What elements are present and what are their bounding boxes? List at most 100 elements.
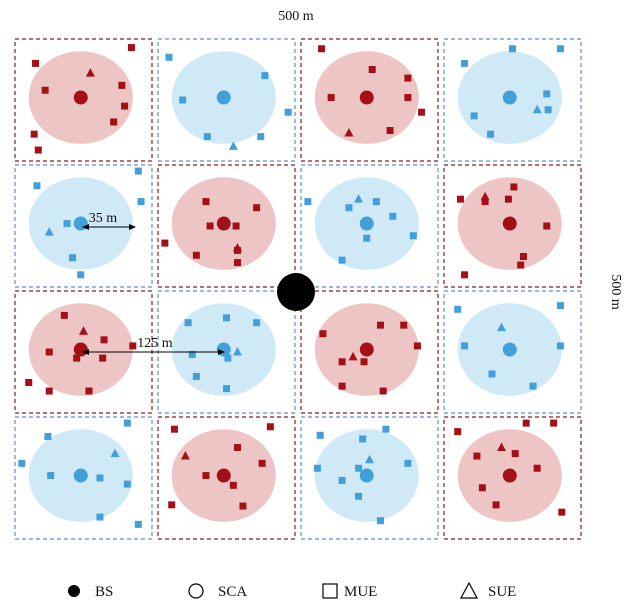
mue-marker [360,358,368,366]
mue-marker [99,354,107,362]
distance-label: 125 m [137,336,173,351]
cell-boundary [300,416,439,540]
legend-item-sue: SUE [460,581,516,600]
mue-marker [33,182,41,190]
sue-marker [228,141,238,150]
mue-marker [30,130,38,138]
mue-marker [232,222,240,230]
mue-marker [41,86,49,94]
small-cell-1 [14,38,153,162]
mue-marker [203,133,211,141]
legend-label-bs: BS [95,584,113,600]
mue-marker [25,379,33,386]
mue-marker [318,45,326,53]
mue-marker [379,387,387,395]
legend-item-mue: MUE [322,583,377,600]
small-cell-12 [443,290,582,414]
mue-marker [134,167,142,175]
mue-marker [327,94,335,102]
small-cell-bs [502,216,517,231]
mue-marker [481,198,489,206]
small-cell-bs [359,468,374,483]
mue-marker [18,459,26,467]
sue-marker [85,68,95,77]
mue-marker [60,311,68,319]
mue-marker [188,350,196,358]
small-cell-bs [216,468,231,483]
mue-marker [376,517,384,525]
mue-marker [110,118,118,126]
small-cell-bs [73,468,88,483]
mue-marker [184,319,192,327]
small-cell-15 [300,416,439,540]
central-macro-bs [277,273,315,311]
mue-marker [123,419,131,427]
legend-item-bs: BS [68,584,113,600]
mue-marker [517,261,525,269]
cell-boundary [157,416,296,540]
sca-icon [188,583,204,599]
mue-marker [165,53,173,61]
sue-marker [110,448,120,458]
small-cell-bs [502,342,517,357]
distance-annotation: 125 m [82,336,225,355]
mue-marker [266,423,274,431]
sue-marker [354,194,364,203]
mue-marker [543,222,551,230]
small-cell-11 [300,290,439,414]
small-cell-bs [216,90,231,105]
mue-icon [322,583,338,599]
sue-marker [232,347,242,356]
mue-marker [359,435,367,443]
mue-marker [239,502,247,510]
sue-marker [79,326,88,335]
small-cell-bs [73,342,88,357]
mue-marker [192,251,200,259]
mue-marker [192,372,200,380]
mue-marker [543,90,551,98]
small-cell-bs [359,90,374,105]
mue-marker [355,464,363,472]
mue-marker [487,130,495,138]
legend-label-sue: SUE [488,584,516,600]
legend-item-sca: SCA [188,583,247,600]
small-cell-13 [14,416,153,540]
small-cell-2 [157,38,296,162]
cell-boundary [14,164,153,288]
mue-marker [47,472,55,480]
legend-label-sca: SCA [218,584,247,600]
mue-marker [304,198,312,206]
mue-marker [461,342,469,350]
mue-marker [121,102,129,110]
mue-marker [45,387,53,395]
mue-marker [355,492,363,500]
mue-marker [504,195,512,203]
mue-marker [478,484,486,492]
mue-marker [363,234,371,242]
mue-marker [492,501,500,509]
small-cell-bs [216,216,231,231]
small-cell-16 [443,416,582,540]
small-cell-bs [73,90,88,105]
distance-arrowhead-right [218,349,225,355]
mue-marker [413,342,421,350]
mue-marker [558,508,566,516]
mue-marker [338,382,346,390]
mue-marker [418,108,426,116]
mue-marker [519,253,527,260]
mue-marker [404,74,412,82]
mue-marker [258,459,266,467]
mue-marker [382,425,390,433]
sue-marker [344,127,354,137]
small-cell-7 [300,164,439,288]
mue-marker [556,45,564,53]
mue-marker [202,198,210,206]
cell-boundary [300,164,439,288]
cell-boundary [443,38,582,162]
mue-marker [179,96,187,104]
sue-marker [44,227,54,236]
mue-marker [533,464,541,472]
mue-marker [400,321,408,329]
mue-marker [206,222,214,230]
